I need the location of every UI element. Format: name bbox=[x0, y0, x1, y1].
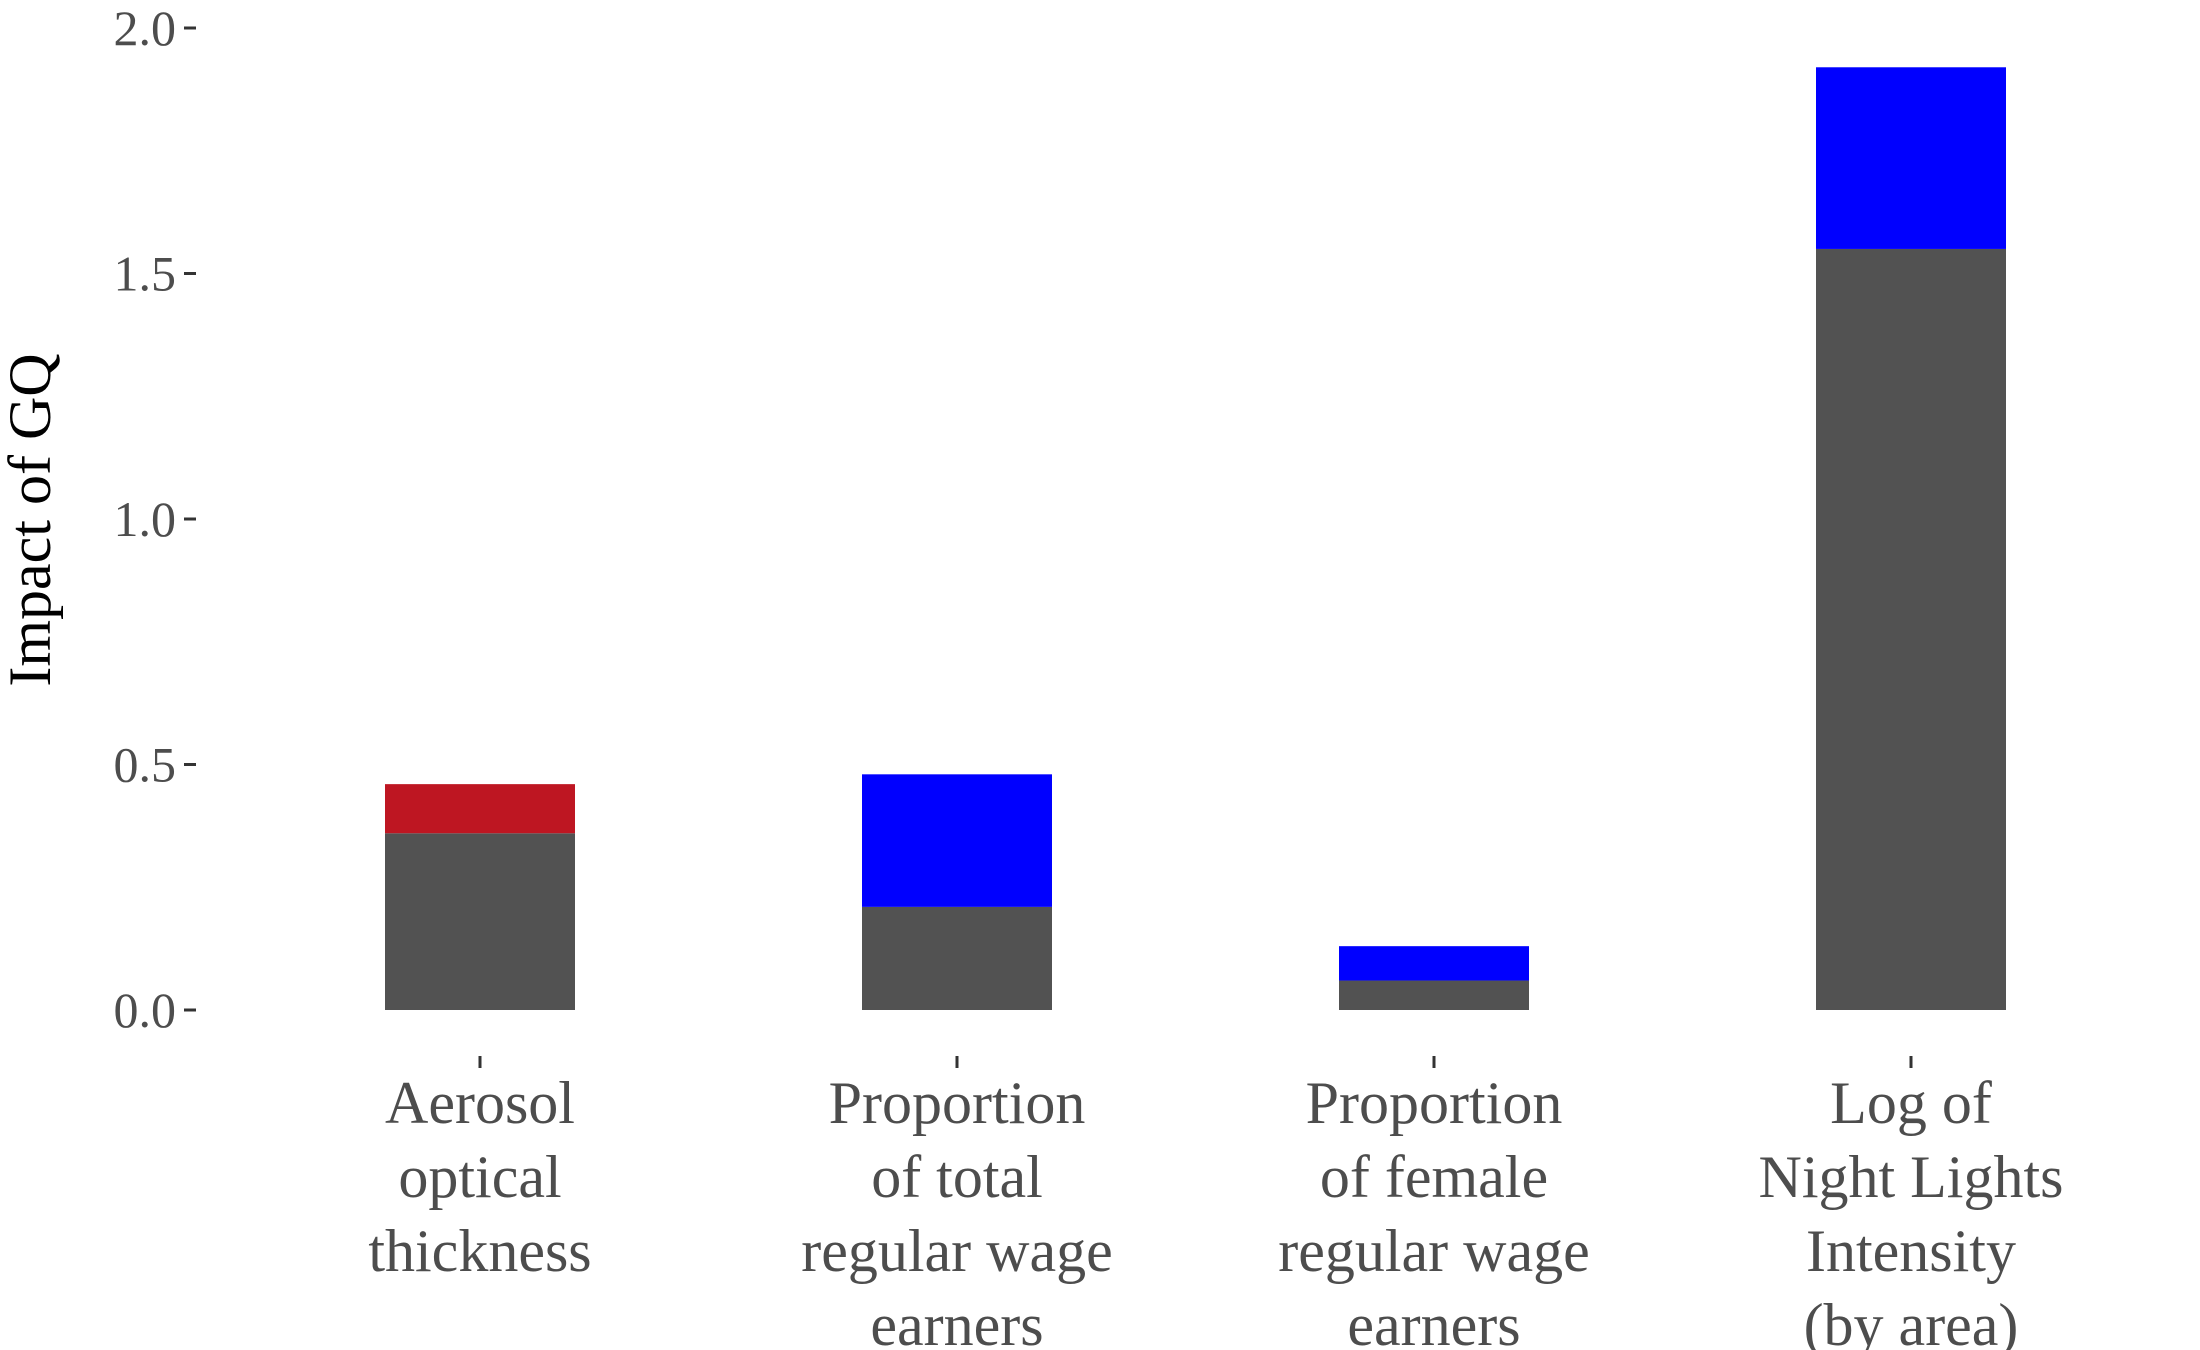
x-tick-label-line: Proportion bbox=[829, 1070, 1086, 1136]
y-tick-label: 0.0 bbox=[114, 982, 177, 1038]
x-tick-label-line: regular wage bbox=[801, 1218, 1112, 1284]
y-tick-label: 1.5 bbox=[114, 246, 177, 302]
y-axis: 0.0 0.5 1.0 1.5 2.0 bbox=[114, 0, 196, 1038]
x-tick-label-line: (by area) bbox=[1804, 1292, 2019, 1350]
x-tick-label: Log of Night Lights Intensity (by area) bbox=[1758, 1070, 2063, 1350]
x-tick-label-line: Aerosol bbox=[385, 1070, 575, 1136]
x-tick-label-line: Intensity bbox=[1806, 1218, 2016, 1284]
bar-segment-top bbox=[385, 784, 575, 834]
x-tick-label-line: Proportion bbox=[1306, 1070, 1563, 1136]
x-tick-label-line: earners bbox=[1347, 1292, 1520, 1350]
y-tick-label: 1.0 bbox=[114, 491, 177, 547]
bar-segment-top bbox=[862, 774, 1052, 907]
x-tick-label-line: of female bbox=[1320, 1144, 1548, 1210]
bars-group bbox=[385, 67, 2006, 1010]
x-tick-label: Aerosol optical thickness bbox=[368, 1070, 591, 1284]
x-axis: Aerosol optical thickness Proportion of tota… bbox=[368, 1056, 2064, 1350]
x-tick-label-line: Log of bbox=[1830, 1070, 1992, 1136]
y-axis-title: Impact of GQ bbox=[0, 353, 63, 686]
x-tick-label-line: earners bbox=[870, 1292, 1043, 1350]
bar-base bbox=[862, 906, 1052, 1010]
bar-base bbox=[1339, 980, 1529, 1010]
x-tick-label-line: optical bbox=[398, 1144, 561, 1210]
bar-base bbox=[385, 833, 575, 1010]
x-tick-label-line: Night Lights bbox=[1758, 1144, 2063, 1210]
x-tick-label: Proportion of female regular wage earners bbox=[1278, 1070, 1589, 1350]
bar-segment-top bbox=[1339, 946, 1529, 981]
y-tick-label: 2.0 bbox=[114, 0, 177, 56]
x-tick-label-line: regular wage bbox=[1278, 1218, 1589, 1284]
bar-segment-top bbox=[1816, 67, 2006, 249]
x-tick-label-line: of total bbox=[871, 1144, 1043, 1210]
bar-base bbox=[1816, 248, 2006, 1010]
x-tick-label: Proportion of total regular wage earners bbox=[801, 1070, 1112, 1350]
x-tick-label-line: thickness bbox=[368, 1218, 591, 1284]
y-tick-label: 0.5 bbox=[114, 737, 177, 793]
